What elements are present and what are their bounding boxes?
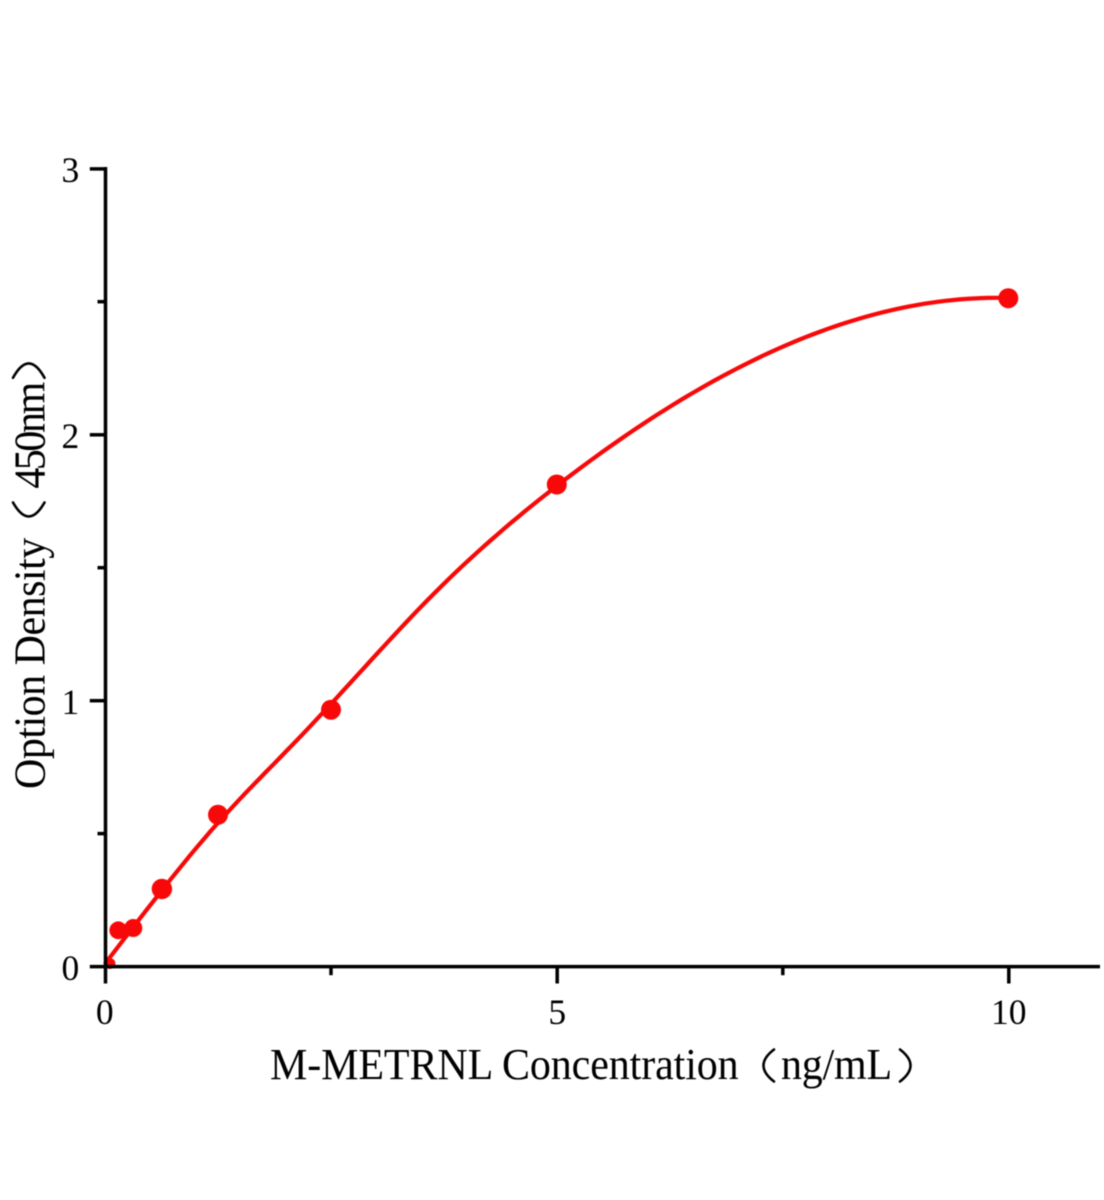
svg-text:3: 3 <box>62 150 80 190</box>
svg-text:1: 1 <box>62 682 80 722</box>
svg-text:M-METRNL Concentration: M-METRNL Concentration <box>270 1040 739 1090</box>
svg-text:0: 0 <box>96 992 114 1032</box>
svg-text:0: 0 <box>62 948 80 988</box>
svg-text:450nm: 450nm <box>5 382 55 489</box>
svg-text:Option Density: Option Density <box>5 537 55 789</box>
svg-text:ng/mL: ng/mL <box>781 1040 892 1090</box>
svg-text:5: 5 <box>548 992 566 1032</box>
svg-text:10: 10 <box>991 992 1027 1032</box>
svg-text:2: 2 <box>62 416 80 456</box>
